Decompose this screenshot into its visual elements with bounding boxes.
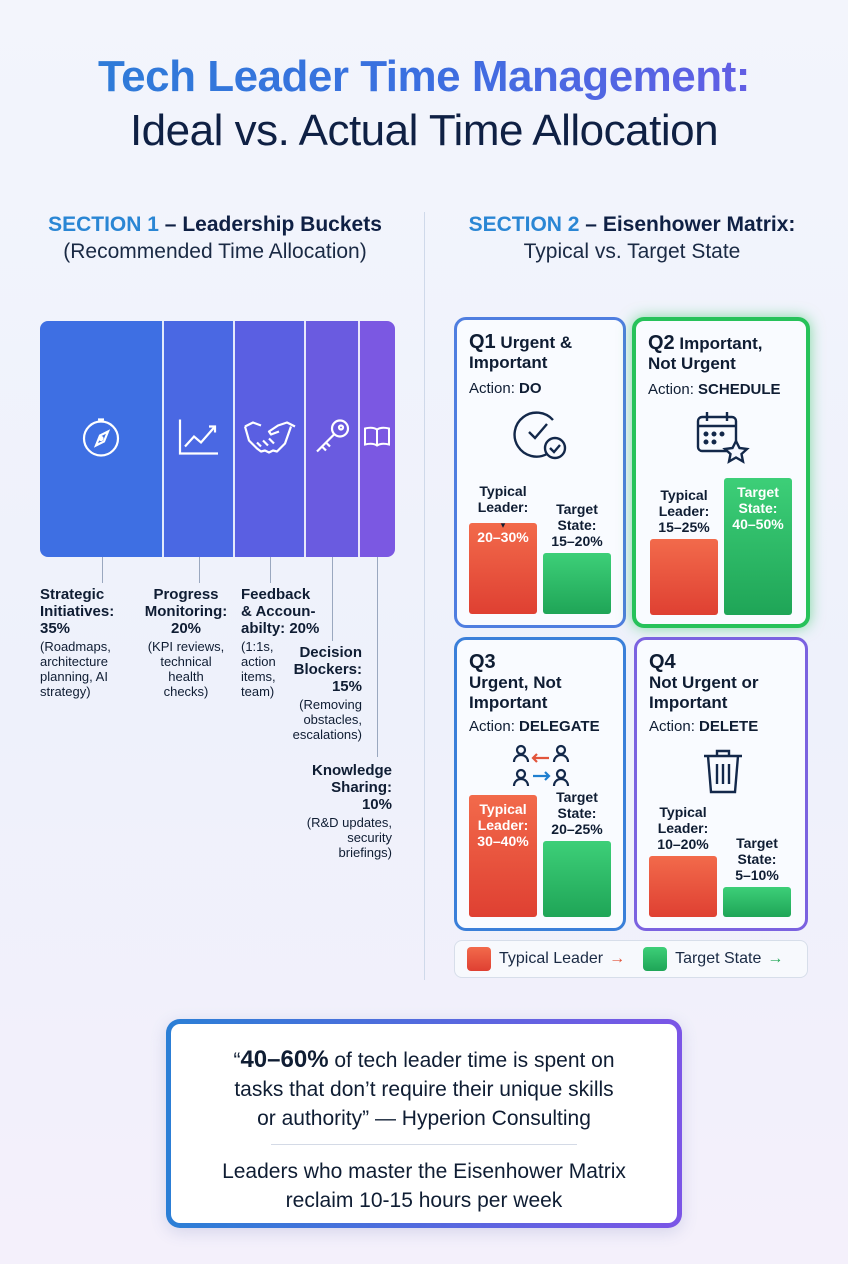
bucket-leader-line <box>270 557 272 583</box>
section1-number: SECTION 1 <box>48 213 159 236</box>
legend-item-typical: Typical Leader → <box>467 947 625 971</box>
bar-target <box>543 553 611 614</box>
leadership-buckets-stacked-bar <box>40 321 395 557</box>
bucket-name: Strategic Initiatives: 35% <box>40 586 115 637</box>
section2-header: SECTION 2 – Eisenhower Matrix: Typical v… <box>440 211 824 265</box>
bucket-description: (Removing obstacles, escalations) <box>292 697 362 742</box>
page-title-line1: Tech Leader Time Management: <box>0 52 848 102</box>
bucket-label-2: Progress Monitoring: 20% (KPI reviews, techn… <box>138 586 234 699</box>
bar-target <box>543 840 611 917</box>
section1-header: SECTION 1 – Leadership Buckets (Recommen… <box>20 211 410 265</box>
quadrant-action: Action: DO <box>469 380 542 397</box>
bucket-description: (KPI reviews, technical health checks) <box>147 639 225 699</box>
bucket-leader-line <box>376 557 378 757</box>
book-icon <box>363 426 391 453</box>
bar-label-target: Target State: 20–25% <box>551 788 603 837</box>
quote-open-mark: “ <box>233 1049 241 1072</box>
bar-typical <box>650 538 718 615</box>
arrow-right-icon: → <box>767 950 784 967</box>
quote-takeaway: Leaders who master the Eisenhower Matrix… <box>171 1157 677 1215</box>
quote-line3: or authority” — Hyperion Consulting <box>257 1107 591 1130</box>
quadrant-q4: Q4 Not Urgent or Important Action: DELETE Ty… <box>634 637 808 931</box>
compass-icon <box>78 414 124 465</box>
bucket-leader-line <box>332 557 334 641</box>
bucket-name: Knowledge Sharing: 10% <box>311 762 392 813</box>
quadrant-action: Action: SCHEDULE <box>648 381 781 398</box>
quote-text: “40–60% of tech leader time is spent on … <box>171 1045 677 1133</box>
bucket-name: Progress Monitoring: 20% <box>144 586 228 637</box>
bar-typical <box>469 522 537 614</box>
bar-label-target: Target State: 5–10% <box>735 834 779 883</box>
quote-line5: reclaim 10-15 hours per week <box>285 1189 563 1212</box>
quadrant-q1: Q1 Urgent & Important Action: DO 20–30% Typi… <box>454 317 626 628</box>
bar-range-typical: 20–30% <box>477 528 529 545</box>
quadrant-title: Q4 Not Urgent or Important <box>649 651 759 712</box>
bucket-segment-4 <box>306 321 360 557</box>
bar-target <box>724 477 792 615</box>
bucket-leader-line <box>101 557 103 583</box>
quadrant-q3: Q3 Urgent, Not Important Action: DELEGATE Ty… <box>454 637 626 931</box>
bucket-name: Decision Blockers: 15% <box>293 644 362 695</box>
quadrant-title: Q3 Urgent, Not Important <box>469 651 562 712</box>
bucket-description: (R&D updates, security briefings) <box>306 815 392 860</box>
quote-line1: of tech leader time is spent on <box>328 1049 615 1072</box>
legend-swatch-target <box>643 947 668 971</box>
bucket-leader-line <box>199 557 201 583</box>
legend-label-target: Target State <box>675 950 762 967</box>
calendar-star-icon <box>694 409 750 470</box>
section1-title: Leadership Buckets <box>182 213 382 236</box>
bucket-label-4: Decision Blockers: 15% (Removing obstacles, e… <box>262 644 362 742</box>
quadrant-q2: Q2 Important, Not Urgent Action: SCHEDULE T… <box>632 317 810 628</box>
bucket-label-3: Feedback & Accoun-abilty: 20% (1:1s, action… <box>241 586 333 699</box>
handshake-icon <box>243 417 297 462</box>
bar-target <box>723 886 791 917</box>
section1-dash: – <box>158 213 183 236</box>
quote-line2: tasks that don’t require their unique sk… <box>234 1078 614 1101</box>
section2-dash: – <box>579 213 603 236</box>
quote-box: “40–60% of tech leader time is spent on … <box>166 1019 682 1228</box>
bar-label-typical: Typical Leader: 10–20% <box>657 804 709 852</box>
section2-number: SECTION 2 <box>468 213 580 236</box>
quote-line4: Leaders who master the Eisenhower Matrix <box>222 1160 626 1183</box>
quadrant-action: Action: DELEGATE <box>469 718 600 735</box>
bucket-segment-5 <box>359 321 395 557</box>
bucket-segment-3 <box>235 321 307 557</box>
bucket-label-5: Knowledge Sharing: 10% (R&D updates, securit… <box>262 762 392 860</box>
bucket-description: (Roadmaps, architecture planning, AI strate… <box>40 639 111 699</box>
section2-subtitle: Typical vs. Target State <box>523 240 741 263</box>
bucket-segment-2 <box>164 321 236 557</box>
quadrant-title: Q2 Important, Not Urgent <box>648 332 763 373</box>
arrow-right-icon: → <box>609 950 626 967</box>
quadrant-title: Q1 Urgent & Important <box>469 331 573 372</box>
bucket-segment-1 <box>40 321 165 557</box>
chart-line-icon <box>177 417 221 462</box>
bucket-name: Feedback & Accoun-abilty: 20% <box>241 586 320 637</box>
bucket-description: (1:1s, action items, team) <box>241 639 276 699</box>
quadrant-action: Action: DELETE <box>649 718 759 735</box>
legend-swatch-typical <box>467 947 491 971</box>
section2-title: Eisenhower Matrix: <box>602 213 796 236</box>
bar-typical <box>649 856 717 917</box>
quote-bold-stat: 40–60% <box>240 1046 329 1073</box>
bucket-label-1: Strategic Initiatives: 35% (Roadmaps, archit… <box>40 586 114 699</box>
bar-label-typical: Typical Leader: 15–25% <box>658 486 710 535</box>
section-divider <box>424 212 425 980</box>
bar-label-typical: Typical Leader: ▾ <box>477 482 529 530</box>
legend-label-typical: Typical Leader <box>499 950 604 967</box>
bar-label-typical: Typical Leader: 30–40% <box>477 801 529 849</box>
matrix-legend: Typical Leader → Target State → <box>454 940 808 978</box>
delegate-people-icon <box>511 744 571 795</box>
page-title-line2: Ideal vs. Actual Time Allocation <box>129 106 719 155</box>
bar-label-target: Target State: 15–20% <box>551 501 603 549</box>
clock-check-icon <box>513 408 569 467</box>
bar-typical <box>469 795 537 917</box>
legend-item-target: Target State → <box>643 947 783 971</box>
trash-icon <box>701 746 745 801</box>
quote-divider <box>271 1144 577 1145</box>
key-icon <box>312 417 352 462</box>
bar-label-target: Target State: 40–50% <box>732 483 784 532</box>
section1-subtitle: (Recommended Time Allocation) <box>63 240 367 263</box>
